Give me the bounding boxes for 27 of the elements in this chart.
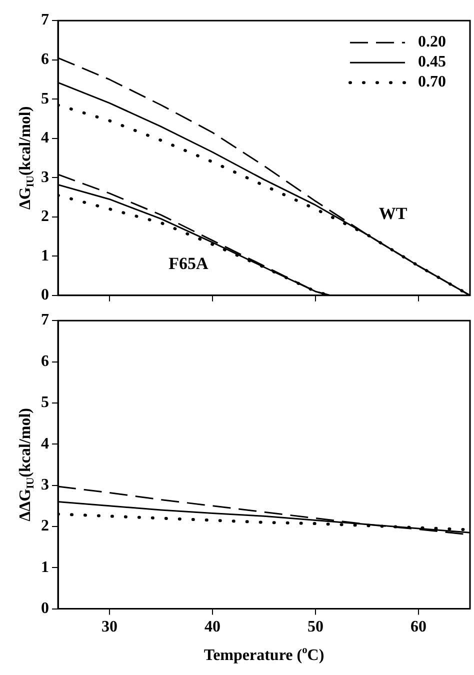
y-axis-title: ΔGIU(kcal/mol) xyxy=(17,106,36,210)
x-tick-label: 60 xyxy=(410,618,426,636)
y-tick-label: 1 xyxy=(41,247,49,264)
y-tick-label: 5 xyxy=(41,90,49,108)
y-tick-label: 1 xyxy=(41,558,49,576)
x-tick-label: 30 xyxy=(102,618,118,636)
y-tick-label: 0 xyxy=(41,286,49,304)
y-tick-label: 7 xyxy=(41,312,49,329)
legend-label: 0.20 xyxy=(418,34,446,51)
x-tick-label: 40 xyxy=(204,618,220,636)
y-tick-label: 2 xyxy=(41,208,49,226)
y-tick-label: 4 xyxy=(41,130,49,147)
y-tick-label: 3 xyxy=(41,476,49,494)
y-tick-label: 6 xyxy=(41,352,49,370)
legend-label: 0.45 xyxy=(418,54,446,71)
y-tick-label: 4 xyxy=(41,435,49,452)
y-tick-label: 0 xyxy=(41,600,49,617)
y-tick-label: 7 xyxy=(41,12,49,29)
legend-label: 0.70 xyxy=(418,74,446,91)
annotation: F65A xyxy=(168,254,210,273)
y-axis-title: ΔΔGIU(kcal/mol) xyxy=(17,408,36,522)
y-tick-label: 2 xyxy=(41,518,49,535)
y-tick-label: 5 xyxy=(41,394,49,412)
y-tick-label: 3 xyxy=(41,168,49,186)
y-tick-label: 6 xyxy=(41,51,49,68)
annotation: WT xyxy=(378,204,408,223)
x-tick-label: 50 xyxy=(308,618,324,636)
